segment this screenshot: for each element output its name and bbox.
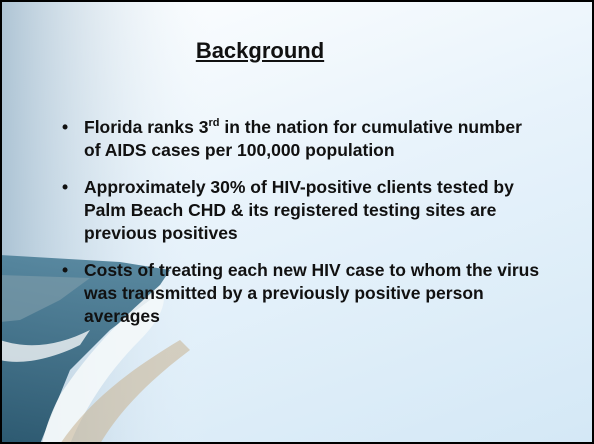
bullet-text: Florida ranks 3: [84, 117, 209, 137]
slide: Background Florida ranks 3rd in the nati…: [0, 0, 594, 444]
bullet-text: Approximately 30% of HIV-positive client…: [84, 177, 514, 243]
slide-title: Background: [0, 38, 520, 64]
bullet-text: Costs of treating each new HIV case to w…: [84, 260, 539, 326]
bullet: Approximately 30% of HIV-positive client…: [60, 176, 540, 245]
bullet: Costs of treating each new HIV case to w…: [60, 259, 540, 328]
bullet-list: Florida ranks 3rd in the nation for cumu…: [60, 116, 540, 342]
bullet: Florida ranks 3rd in the nation for cumu…: [60, 116, 540, 162]
superscript: rd: [209, 117, 220, 129]
